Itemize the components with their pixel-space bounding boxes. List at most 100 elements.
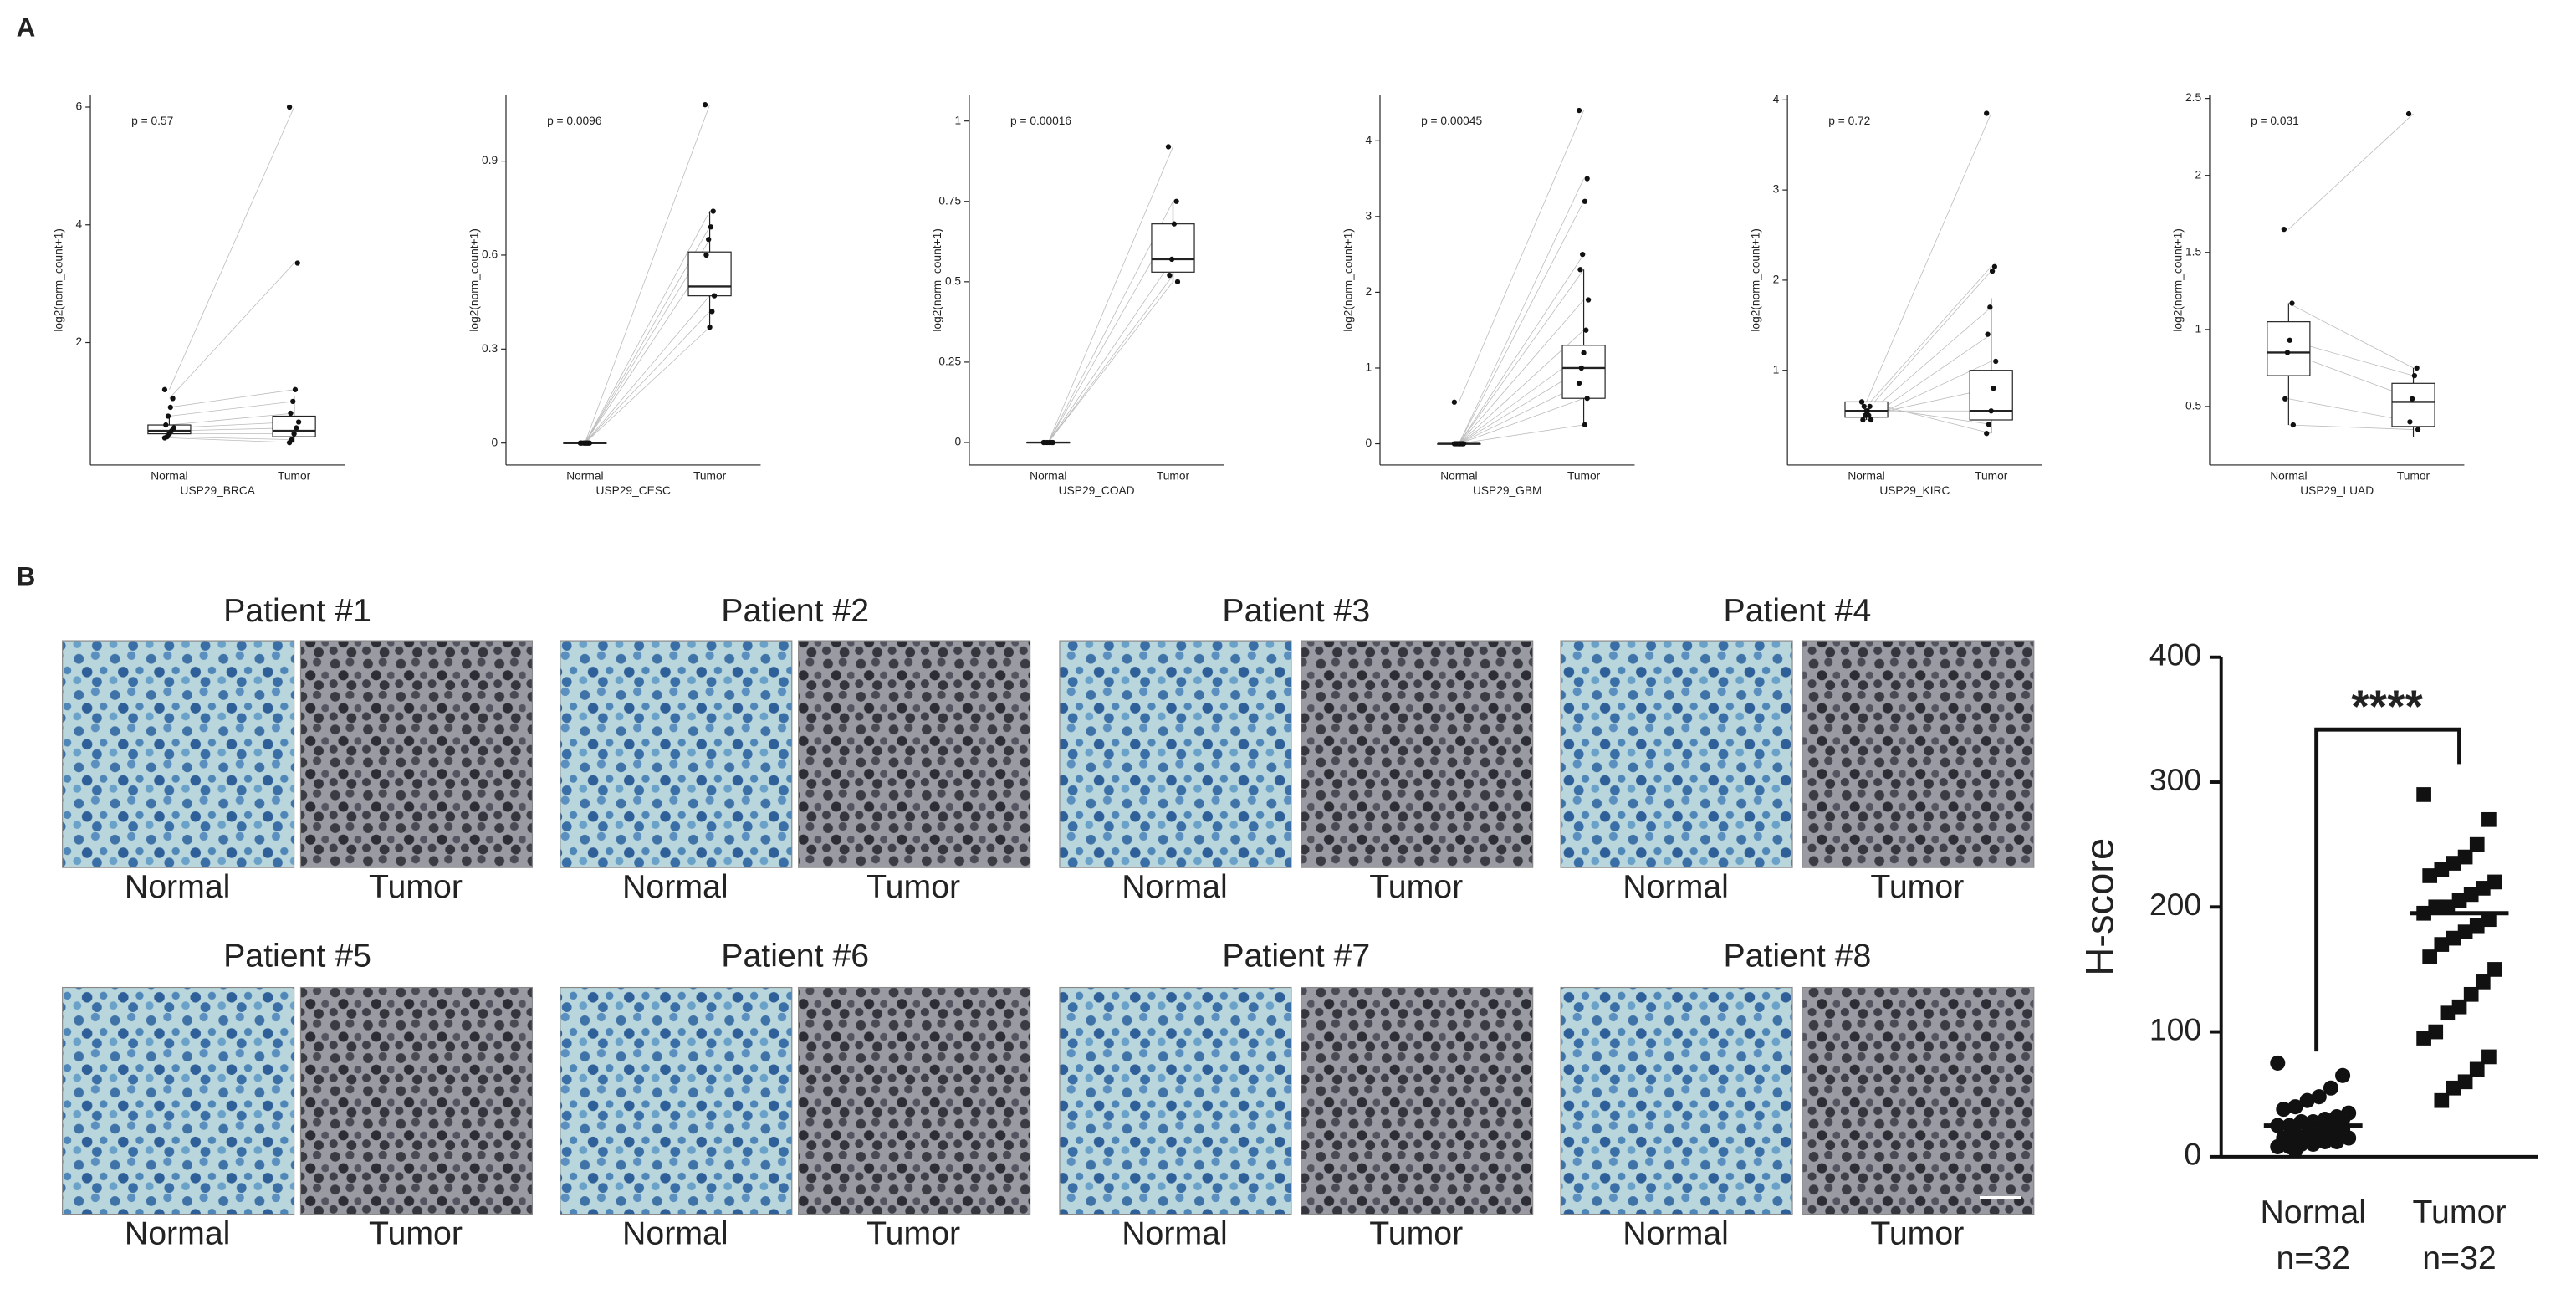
data-point [1584,396,1590,402]
y-axis-label: log2(norm_count+1) [1749,228,1761,331]
data-point [1866,412,1872,418]
data-point [295,419,302,425]
data-point [1585,297,1592,303]
data-point [2469,836,2485,852]
panel-label: A [17,13,36,43]
pair-line [585,105,710,443]
patient-title: Patient #6 [721,938,869,974]
data-point [1578,365,1584,371]
image-label: Normal [125,868,231,905]
x-tick-label: Normal [1848,469,1884,482]
pair-line [1866,270,1992,412]
image-label: Normal [622,1215,728,1252]
pair-line [1459,269,1584,444]
x-tick-label: Normal [1440,469,1477,482]
data-point [2414,365,2420,371]
data-point [2428,1024,2444,1040]
data-point [165,413,171,419]
data-point [161,386,168,392]
data-point [2270,1055,2286,1071]
ihc-image [1059,986,1292,1215]
y-tick-label: 4 [1773,93,1780,105]
data-point [1583,327,1589,333]
y-tick-label: 1 [954,114,961,126]
pair-line [169,389,294,408]
data-point [708,224,714,230]
data-point [167,404,173,411]
data-point [2446,1080,2461,1096]
data-point [2317,1133,2333,1149]
pair-line [1866,306,1991,416]
data-point [1986,422,1992,427]
pair-line [1459,397,1584,444]
ihc-image [560,640,793,868]
y-tick-label: 400 [2149,637,2201,673]
data-point [702,102,708,108]
data-point [2416,1031,2431,1046]
data-point [1171,221,1178,227]
y-tick-label: 0.25 [938,355,961,368]
data-point [2457,849,2473,865]
data-point [2475,881,2491,896]
image-label: Tumor [1369,1215,1463,1252]
x-tick-label: Normal [566,469,603,482]
y-tick-label: 2 [2195,168,2201,181]
ihc-image [1802,640,2035,868]
pair-line [1047,274,1173,443]
data-point [1165,144,1172,150]
data-point [2457,1074,2473,1090]
y-tick-label: 0.6 [482,248,498,261]
y-tick-label: 1 [2195,322,2201,335]
ihc-image [1059,640,1292,868]
data-point [1042,439,1048,446]
data-point [1576,380,1582,386]
data-point [2451,893,2467,908]
ihc-image [1560,986,1793,1215]
data-point [2281,227,2287,233]
p-value: p = 0.57 [131,115,173,127]
data-point [1987,304,1993,310]
data-point [2323,1080,2338,1096]
data-point [1168,256,1175,263]
p-value: p = 0.00016 [1010,115,1071,127]
y-tick-label: 100 [2149,1011,2201,1046]
y-tick-label: 0.75 [938,194,961,207]
y-tick-label: 2 [1773,274,1780,286]
data-point [170,396,176,402]
patient-title: Patient #3 [1222,592,1370,629]
data-point [1860,417,1866,423]
data-point [1576,107,1582,114]
data-point [2440,899,2456,915]
data-point [710,208,716,214]
data-point [1993,358,1999,365]
x-axis-label: USP29_LUAD [2300,484,2374,497]
patient-title: Patient #5 [223,938,371,974]
image-label: Tumor [1870,868,1964,905]
data-point [2284,350,2291,355]
data-point [2487,962,2502,977]
pair-line [1047,146,1173,443]
pair-line [2288,113,2414,230]
data-point [161,435,168,441]
y-tick-label: 4 [76,217,83,230]
x-tick-label: Tumor [693,469,727,482]
patient-title: Patient #1 [223,592,371,629]
data-point [2407,419,2413,425]
pair-line [585,211,710,443]
pair-line [585,295,710,443]
data-point [2463,887,2479,903]
pair-line [585,326,710,443]
data-point [2335,1067,2351,1083]
data-point [1174,279,1181,284]
y-tick-label: 2 [1366,285,1372,298]
x-axis-label: USP29_GBM [1473,484,1542,497]
x-axis-label: USP29_KIRC [1879,484,1950,497]
data-point [711,293,718,299]
pair-line [1866,266,1992,407]
ihc-image [798,986,1031,1215]
pair-line [1459,299,1584,444]
y-tick-label: 4 [1366,134,1372,146]
ihc-image [299,986,534,1215]
data-point [2440,1005,2456,1021]
ihc-image [1802,986,2035,1215]
